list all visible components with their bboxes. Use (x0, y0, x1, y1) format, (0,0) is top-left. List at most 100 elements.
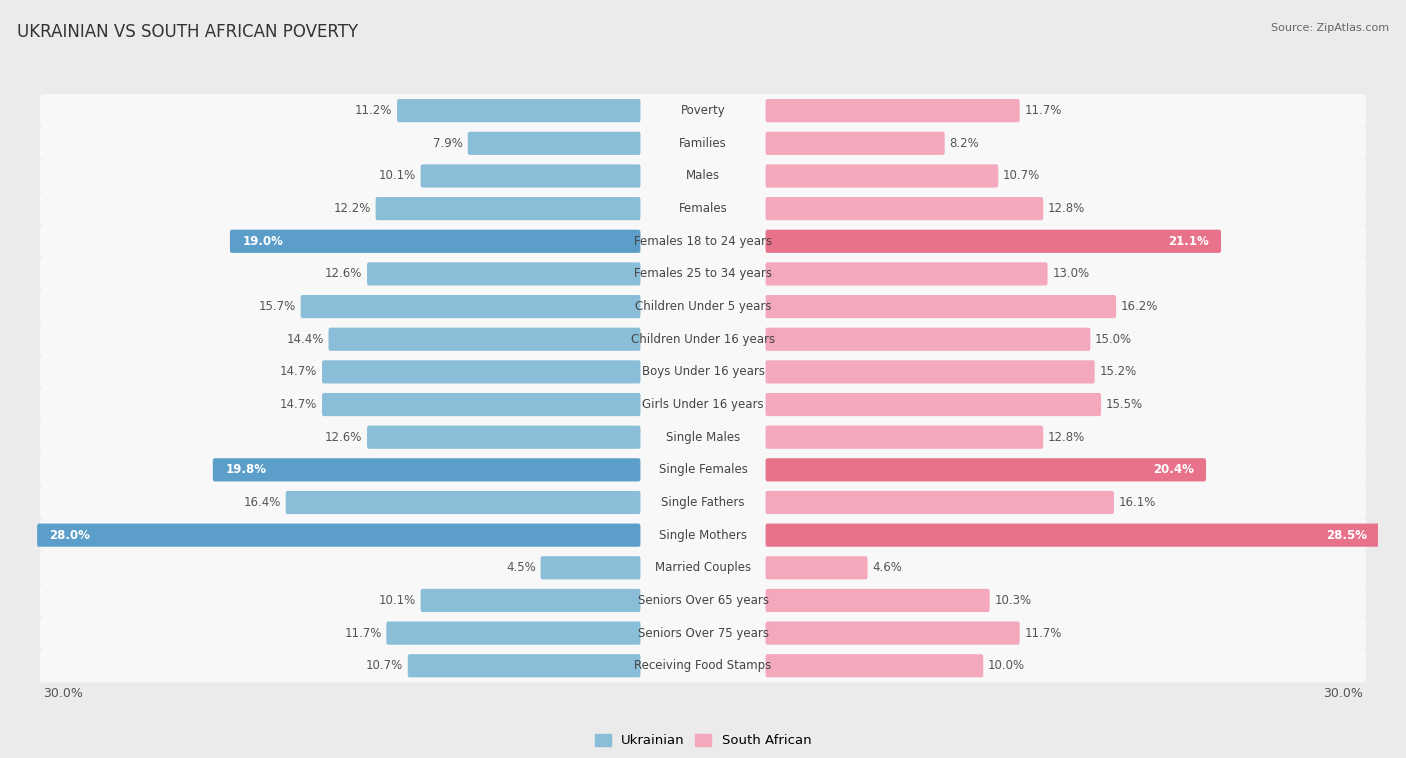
Text: Children Under 5 years: Children Under 5 years (634, 300, 772, 313)
Text: 11.7%: 11.7% (1025, 627, 1062, 640)
FancyBboxPatch shape (367, 262, 641, 286)
Text: 30.0%: 30.0% (1323, 687, 1362, 700)
FancyBboxPatch shape (765, 132, 945, 155)
FancyBboxPatch shape (765, 524, 1379, 547)
FancyBboxPatch shape (39, 257, 1367, 290)
Text: 12.6%: 12.6% (325, 431, 363, 443)
FancyBboxPatch shape (765, 99, 1019, 122)
Text: 11.7%: 11.7% (344, 627, 381, 640)
FancyBboxPatch shape (765, 425, 1043, 449)
FancyBboxPatch shape (231, 230, 641, 253)
Text: 10.0%: 10.0% (988, 659, 1025, 672)
FancyBboxPatch shape (39, 323, 1367, 356)
FancyBboxPatch shape (765, 491, 1114, 514)
FancyBboxPatch shape (765, 230, 1220, 253)
Text: 15.2%: 15.2% (1099, 365, 1136, 378)
FancyBboxPatch shape (39, 584, 1367, 617)
FancyBboxPatch shape (765, 327, 1091, 351)
FancyBboxPatch shape (285, 491, 641, 514)
FancyBboxPatch shape (37, 524, 641, 547)
FancyBboxPatch shape (765, 262, 1047, 286)
Text: Married Couples: Married Couples (655, 562, 751, 575)
Text: 10.7%: 10.7% (366, 659, 404, 672)
Text: 20.4%: 20.4% (1153, 463, 1194, 476)
FancyBboxPatch shape (39, 649, 1367, 682)
Text: Single Males: Single Males (666, 431, 740, 443)
Text: Single Females: Single Females (658, 463, 748, 476)
Text: 12.6%: 12.6% (325, 268, 363, 280)
Text: 4.6%: 4.6% (872, 562, 903, 575)
FancyBboxPatch shape (375, 197, 641, 221)
FancyBboxPatch shape (420, 164, 641, 187)
Text: UKRAINIAN VS SOUTH AFRICAN POVERTY: UKRAINIAN VS SOUTH AFRICAN POVERTY (17, 23, 359, 41)
FancyBboxPatch shape (39, 421, 1367, 454)
Text: 19.8%: 19.8% (225, 463, 266, 476)
Text: Females 25 to 34 years: Females 25 to 34 years (634, 268, 772, 280)
FancyBboxPatch shape (39, 388, 1367, 421)
FancyBboxPatch shape (39, 290, 1367, 323)
Text: Children Under 16 years: Children Under 16 years (631, 333, 775, 346)
Text: 14.4%: 14.4% (287, 333, 323, 346)
FancyBboxPatch shape (39, 94, 1367, 127)
FancyBboxPatch shape (765, 654, 983, 678)
Text: 10.1%: 10.1% (378, 594, 416, 607)
FancyBboxPatch shape (39, 486, 1367, 519)
Text: 10.3%: 10.3% (994, 594, 1032, 607)
FancyBboxPatch shape (39, 159, 1367, 193)
Text: 28.5%: 28.5% (1326, 528, 1367, 542)
Text: 12.2%: 12.2% (333, 202, 371, 215)
FancyBboxPatch shape (329, 327, 641, 351)
Text: Poverty: Poverty (681, 104, 725, 117)
FancyBboxPatch shape (39, 616, 1367, 650)
FancyBboxPatch shape (39, 192, 1367, 225)
Text: Single Mothers: Single Mothers (659, 528, 747, 542)
Text: 15.5%: 15.5% (1105, 398, 1143, 411)
FancyBboxPatch shape (765, 589, 990, 612)
Text: Families: Families (679, 137, 727, 150)
Text: Single Fathers: Single Fathers (661, 496, 745, 509)
Text: 4.5%: 4.5% (506, 562, 536, 575)
FancyBboxPatch shape (540, 556, 641, 579)
Text: 15.0%: 15.0% (1095, 333, 1132, 346)
FancyBboxPatch shape (408, 654, 641, 678)
Text: 11.2%: 11.2% (354, 104, 392, 117)
Text: 16.4%: 16.4% (243, 496, 281, 509)
Text: 12.8%: 12.8% (1047, 431, 1085, 443)
FancyBboxPatch shape (39, 127, 1367, 160)
FancyBboxPatch shape (765, 164, 998, 187)
FancyBboxPatch shape (322, 360, 641, 384)
FancyBboxPatch shape (765, 295, 1116, 318)
FancyBboxPatch shape (212, 459, 641, 481)
Text: 7.9%: 7.9% (433, 137, 463, 150)
Text: Girls Under 16 years: Girls Under 16 years (643, 398, 763, 411)
FancyBboxPatch shape (301, 295, 641, 318)
Text: 11.7%: 11.7% (1025, 104, 1062, 117)
FancyBboxPatch shape (765, 197, 1043, 221)
Text: 28.0%: 28.0% (49, 528, 90, 542)
Text: 21.1%: 21.1% (1168, 235, 1209, 248)
Text: 30.0%: 30.0% (44, 687, 83, 700)
FancyBboxPatch shape (39, 224, 1367, 258)
Text: Males: Males (686, 170, 720, 183)
FancyBboxPatch shape (322, 393, 641, 416)
Text: Females: Females (679, 202, 727, 215)
Text: 8.2%: 8.2% (949, 137, 979, 150)
FancyBboxPatch shape (367, 425, 641, 449)
FancyBboxPatch shape (765, 360, 1095, 384)
Text: Seniors Over 75 years: Seniors Over 75 years (637, 627, 769, 640)
FancyBboxPatch shape (765, 622, 1019, 645)
FancyBboxPatch shape (765, 459, 1206, 481)
Text: Females 18 to 24 years: Females 18 to 24 years (634, 235, 772, 248)
FancyBboxPatch shape (420, 589, 641, 612)
Text: 16.1%: 16.1% (1119, 496, 1156, 509)
Text: Receiving Food Stamps: Receiving Food Stamps (634, 659, 772, 672)
Text: 16.2%: 16.2% (1121, 300, 1159, 313)
FancyBboxPatch shape (39, 518, 1367, 552)
Text: 10.7%: 10.7% (1002, 170, 1040, 183)
FancyBboxPatch shape (39, 453, 1367, 487)
Text: Source: ZipAtlas.com: Source: ZipAtlas.com (1271, 23, 1389, 33)
FancyBboxPatch shape (39, 551, 1367, 584)
Text: 19.0%: 19.0% (242, 235, 283, 248)
Text: 14.7%: 14.7% (280, 398, 318, 411)
FancyBboxPatch shape (396, 99, 641, 122)
